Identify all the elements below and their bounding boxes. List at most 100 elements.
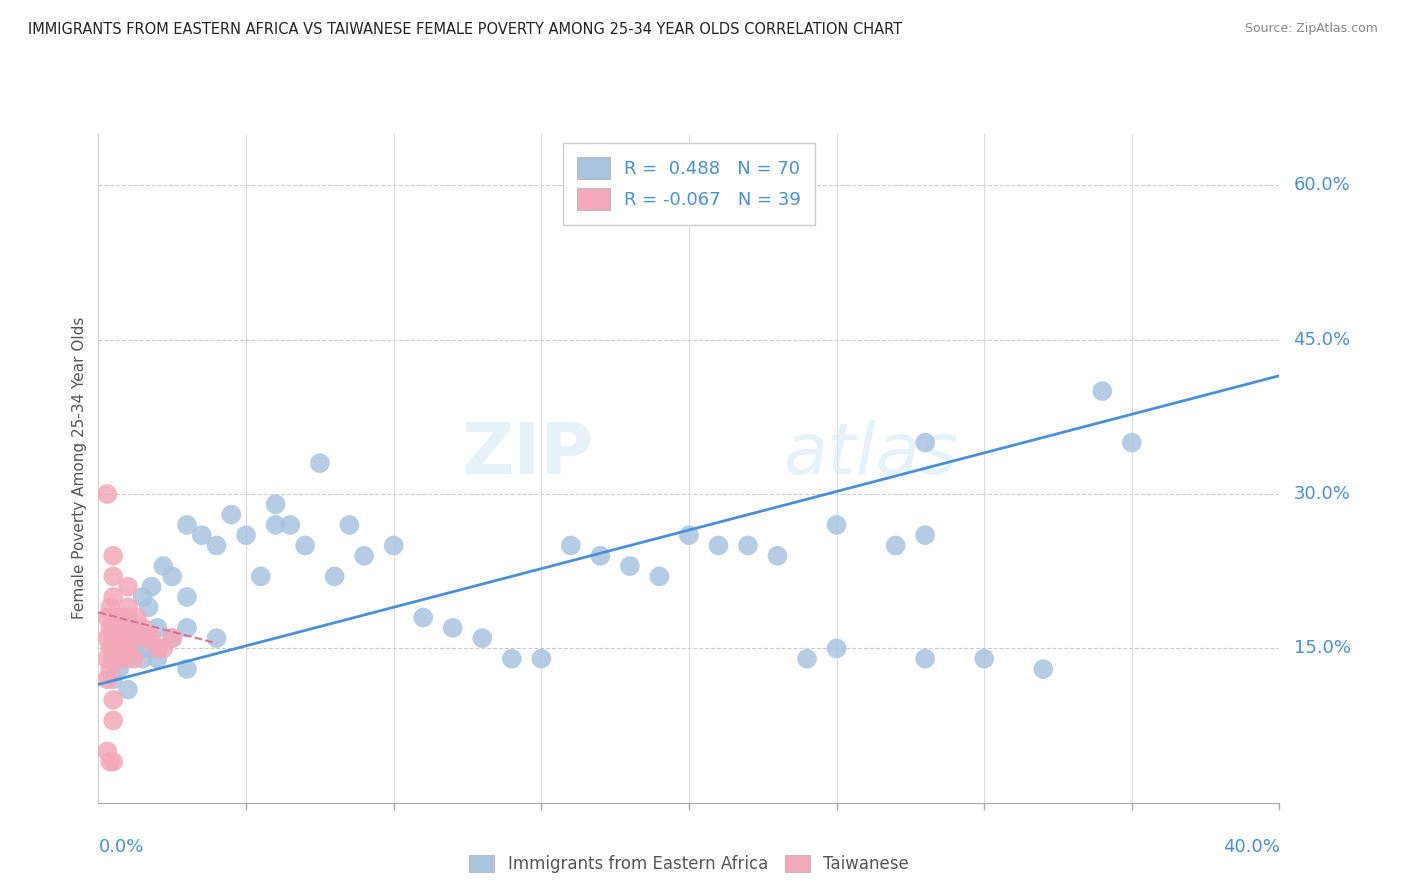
Point xyxy=(337,517,360,532)
Point xyxy=(191,528,214,542)
Point xyxy=(162,631,183,645)
Point xyxy=(914,651,936,665)
Point xyxy=(219,508,242,522)
Point xyxy=(96,651,118,665)
Point xyxy=(117,631,139,645)
Point xyxy=(103,610,125,624)
Point xyxy=(162,569,183,583)
Point xyxy=(162,631,183,645)
Point xyxy=(103,693,125,707)
Point xyxy=(205,631,228,645)
Point xyxy=(914,435,936,450)
Point xyxy=(103,590,125,604)
Point xyxy=(441,621,464,635)
Point xyxy=(235,528,257,542)
Point xyxy=(103,631,125,645)
Point xyxy=(707,539,730,553)
Point xyxy=(152,559,174,574)
Point xyxy=(914,528,936,542)
Point xyxy=(108,662,131,676)
Point xyxy=(111,610,134,624)
Point xyxy=(973,651,995,665)
Point xyxy=(103,641,125,656)
Point xyxy=(111,631,134,645)
Point xyxy=(103,621,125,635)
Point xyxy=(117,580,139,594)
Point xyxy=(146,651,169,665)
Point xyxy=(471,631,494,645)
Point xyxy=(264,497,287,511)
Point xyxy=(117,682,139,697)
Point xyxy=(132,631,155,645)
Point xyxy=(132,590,155,604)
Point xyxy=(1091,384,1114,398)
Point xyxy=(146,641,169,656)
Point xyxy=(146,621,169,635)
Point xyxy=(96,673,118,687)
Y-axis label: Female Poverty Among 25-34 Year Olds: Female Poverty Among 25-34 Year Olds xyxy=(72,318,87,619)
Text: Source: ZipAtlas.com: Source: ZipAtlas.com xyxy=(1244,22,1378,36)
Legend: R =  0.488   N = 70, R = -0.067   N = 39: R = 0.488 N = 70, R = -0.067 N = 39 xyxy=(562,143,815,225)
Point xyxy=(678,528,700,542)
Point xyxy=(294,539,316,553)
Point xyxy=(766,549,789,563)
Text: atlas: atlas xyxy=(783,420,957,490)
Point xyxy=(96,631,118,645)
Point xyxy=(103,631,125,645)
Point xyxy=(825,517,848,532)
Point xyxy=(98,755,121,769)
Point xyxy=(560,539,582,553)
Point xyxy=(825,641,848,656)
Point xyxy=(176,621,198,635)
Point xyxy=(648,569,671,583)
Point xyxy=(353,549,375,563)
Point xyxy=(105,641,128,656)
Point xyxy=(98,662,121,676)
Text: 15.0%: 15.0% xyxy=(1294,640,1351,657)
Point xyxy=(108,641,131,656)
Point xyxy=(122,641,145,656)
Point xyxy=(103,610,125,624)
Text: 45.0%: 45.0% xyxy=(1294,331,1351,349)
Point xyxy=(737,539,759,553)
Point xyxy=(96,744,118,758)
Point xyxy=(98,641,121,656)
Point xyxy=(132,621,155,635)
Point xyxy=(176,590,198,604)
Point xyxy=(132,651,155,665)
Point xyxy=(132,641,155,656)
Point xyxy=(138,600,160,615)
Text: 40.0%: 40.0% xyxy=(1223,838,1279,856)
Point xyxy=(117,651,139,665)
Text: 60.0%: 60.0% xyxy=(1294,177,1350,194)
Point xyxy=(589,549,612,563)
Point xyxy=(117,600,139,615)
Point xyxy=(98,600,121,615)
Point xyxy=(111,651,134,665)
Point xyxy=(103,714,125,728)
Text: 0.0%: 0.0% xyxy=(98,838,143,856)
Point xyxy=(103,651,125,665)
Text: IMMIGRANTS FROM EASTERN AFRICA VS TAIWANESE FEMALE POVERTY AMONG 25-34 YEAR OLDS: IMMIGRANTS FROM EASTERN AFRICA VS TAIWAN… xyxy=(28,22,903,37)
Point xyxy=(111,641,134,656)
Point xyxy=(530,651,553,665)
Point xyxy=(309,456,332,470)
Point xyxy=(205,539,228,553)
Point xyxy=(117,621,139,635)
Text: ZIP: ZIP xyxy=(463,420,595,490)
Point xyxy=(250,569,273,583)
Point xyxy=(122,621,145,635)
Point xyxy=(122,651,145,665)
Point xyxy=(135,631,157,645)
Point xyxy=(98,621,121,635)
Point xyxy=(264,517,287,532)
Point xyxy=(152,641,174,656)
Point xyxy=(96,487,118,501)
Point xyxy=(117,641,139,656)
Point xyxy=(278,517,302,532)
Point xyxy=(114,621,136,635)
Point xyxy=(103,569,125,583)
Point xyxy=(96,610,118,624)
Text: 30.0%: 30.0% xyxy=(1294,485,1350,503)
Point xyxy=(884,539,907,553)
